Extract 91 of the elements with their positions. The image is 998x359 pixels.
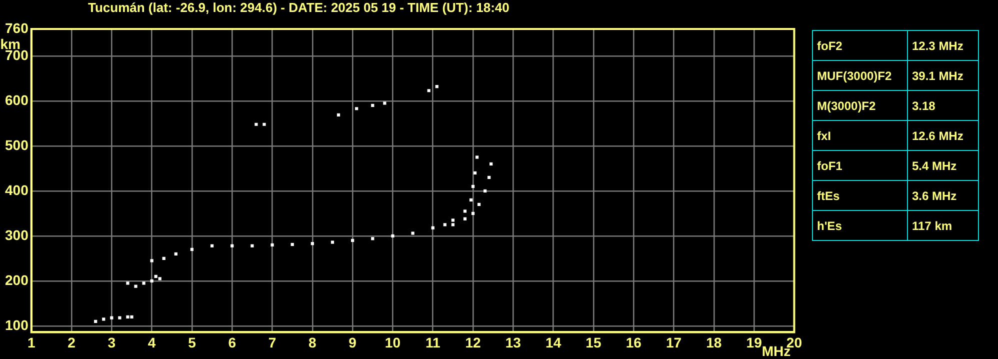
point <box>210 244 214 248</box>
category-label: fxI <box>812 120 908 150</box>
x-tick-label: 6 <box>228 334 236 350</box>
point <box>463 210 467 213</box>
point <box>471 184 475 188</box>
x-tick-label: 3 <box>108 334 116 350</box>
point <box>469 198 473 202</box>
point <box>371 104 374 108</box>
point <box>126 282 130 285</box>
point <box>118 316 122 320</box>
point <box>230 244 234 248</box>
y-tick-label: 200 <box>5 272 29 288</box>
point <box>490 162 493 166</box>
x-tick-label: 16 <box>626 334 642 350</box>
x-tick-label: 1 <box>27 334 36 350</box>
x-tick-label: 15 <box>586 334 602 350</box>
point <box>488 176 491 180</box>
x-tick-label: 9 <box>348 334 357 350</box>
text: 5.4 MHz <box>912 158 957 172</box>
point <box>110 316 114 320</box>
point <box>451 223 454 226</box>
point <box>190 248 194 251</box>
y-tick-label: 760 <box>5 20 29 36</box>
x-tick-label: 13 <box>505 334 522 350</box>
x-tick-label: 8 <box>308 334 317 350</box>
point <box>162 256 166 260</box>
text: 39.1 MHz <box>912 68 964 82</box>
point <box>477 202 481 206</box>
point <box>150 279 154 282</box>
x-tick-label: 14 <box>546 334 562 350</box>
point <box>126 315 130 318</box>
text: 12.3 MHz <box>912 38 964 52</box>
x-tick-label: 10 <box>384 334 401 350</box>
x-tick-label: 17 <box>666 334 682 350</box>
x-tick-label: 18 <box>706 334 722 350</box>
point <box>451 218 454 222</box>
category-label: MUF(3000)F2 <box>812 60 908 90</box>
y-tick-label: 100 <box>5 316 29 333</box>
category-label: M(3000)F2 <box>812 90 908 120</box>
point <box>391 234 394 238</box>
x-tick-label: 2 <box>68 334 76 350</box>
point <box>142 282 146 285</box>
chart-title: Tucumán (lat: -26.9, lon: 294.6) - DATE: 2025 05 19 - TIME (UT): 18:40 <box>88 0 510 15</box>
point <box>158 277 162 280</box>
point <box>94 320 98 323</box>
point <box>351 238 354 242</box>
y-tick-label: 400 <box>5 182 29 198</box>
point <box>290 242 294 246</box>
y-tick-label: 600 <box>5 92 29 108</box>
point <box>471 212 475 215</box>
point <box>154 274 158 278</box>
x-tick-label: 7 <box>268 334 276 350</box>
point <box>411 232 414 235</box>
point <box>174 252 178 256</box>
point <box>134 284 138 288</box>
category-label: h'Es <box>812 210 908 240</box>
category-label: foF1 <box>812 150 908 180</box>
point <box>336 113 340 116</box>
x-tick-label: 12 <box>465 334 482 350</box>
point <box>427 89 430 92</box>
point <box>463 217 467 220</box>
category-label: ftEs <box>812 180 908 210</box>
text: 3.6 MHz <box>912 188 957 202</box>
x-tick-label: 4 <box>148 334 156 350</box>
point <box>475 156 479 159</box>
point <box>250 244 254 248</box>
point <box>130 315 134 318</box>
point <box>383 102 386 105</box>
point <box>150 259 154 262</box>
point <box>484 189 487 192</box>
text: 3.18 <box>912 98 936 112</box>
point <box>473 171 477 175</box>
text: 117 km <box>912 218 952 232</box>
y-tick-label: 300 <box>5 226 29 243</box>
point <box>355 107 358 110</box>
point <box>330 240 334 244</box>
point <box>435 85 438 88</box>
point <box>270 243 274 246</box>
point <box>371 237 374 240</box>
point <box>102 318 106 321</box>
x-tick-label: 19 <box>746 334 762 350</box>
point <box>310 242 314 246</box>
x-tick-label: 11 <box>425 334 440 350</box>
x-tick-label: 5 <box>188 334 196 350</box>
point <box>254 122 258 126</box>
y-tick-label: 500 <box>5 136 29 153</box>
text: 12.6 MHz <box>912 128 964 142</box>
point <box>443 223 446 226</box>
category-label: foF2 <box>812 30 908 60</box>
point <box>431 226 434 230</box>
point <box>262 122 266 126</box>
